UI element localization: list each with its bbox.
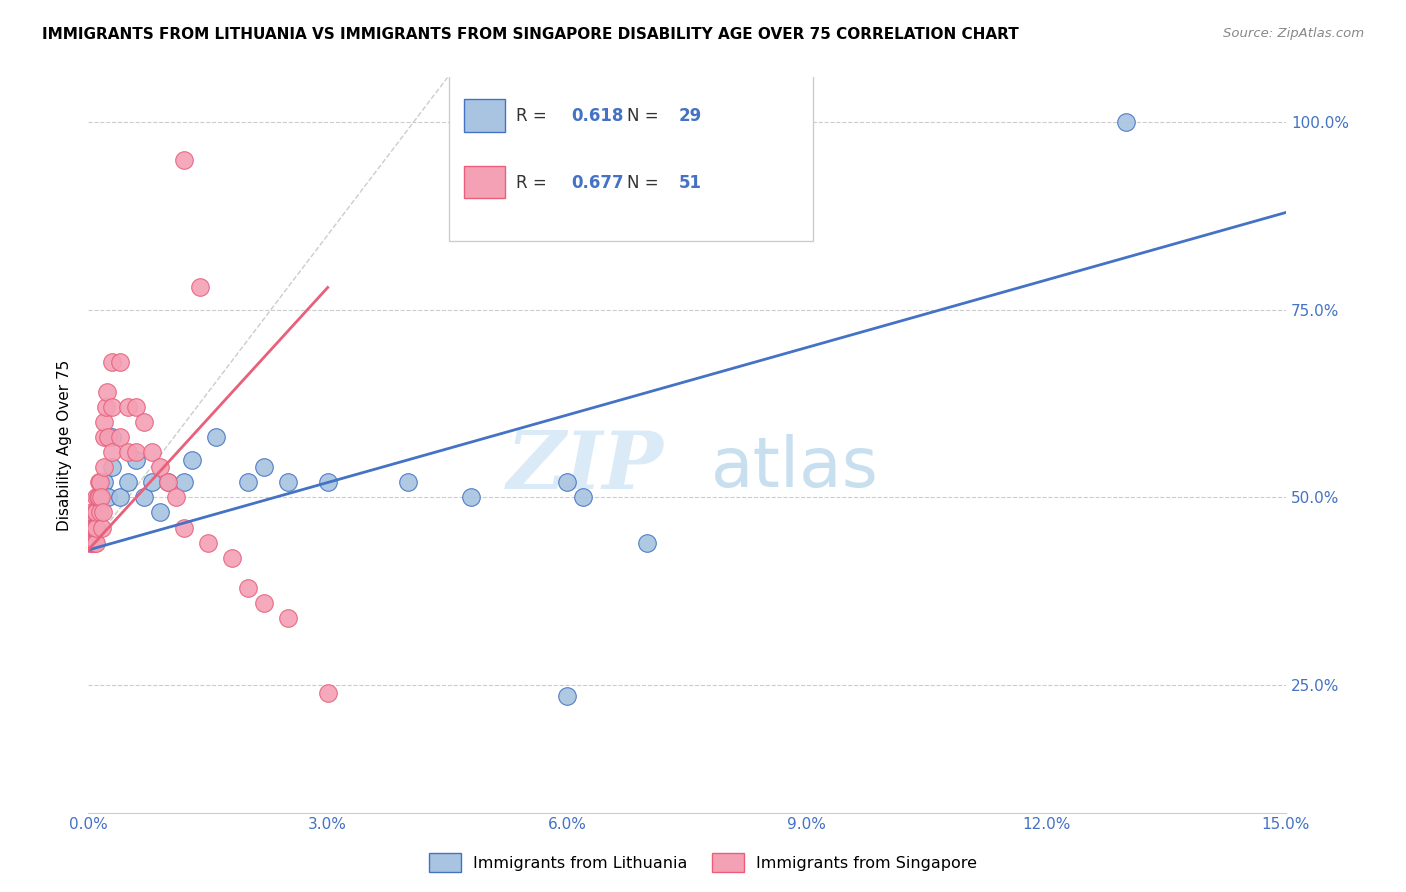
Point (101, 430, 124, 444)
Point (181, 453, 204, 467)
Point (125, 401, 148, 415)
Point (89, 491, 111, 505)
Point (84, 506, 107, 520)
Point (555, 475, 578, 490)
Point (316, 685, 339, 699)
Point (460, 491, 482, 505)
Point (117, 475, 139, 490)
Text: Source: ZipAtlas.com: Source: ZipAtlas.com (1223, 27, 1364, 40)
Point (87, 491, 110, 505)
Text: atlas: atlas (711, 434, 879, 500)
Point (82, 535, 104, 549)
Point (84, 506, 107, 520)
Point (253, 595, 276, 609)
Point (555, 690, 578, 704)
Text: 29: 29 (679, 107, 702, 126)
Text: ZIP: ZIP (506, 428, 664, 506)
Point (277, 610, 299, 624)
Point (117, 401, 139, 415)
Point (93, 416, 115, 430)
Point (156, 475, 179, 490)
Point (101, 460, 124, 475)
Point (84, 520, 107, 534)
Point (572, 491, 595, 505)
Point (93, 475, 115, 490)
Text: N =: N = (627, 174, 664, 192)
Point (83, 520, 105, 534)
Point (636, 535, 658, 549)
Text: N =: N = (627, 107, 664, 126)
Point (173, 475, 195, 490)
Point (132, 491, 155, 505)
Point (1115, 115, 1137, 129)
Point (117, 445, 139, 459)
Point (90, 520, 112, 534)
Point (96, 385, 118, 400)
Text: IMMIGRANTS FROM LITHUANIA VS IMMIGRANTS FROM SINGAPORE DISABILITY AGE OVER 75 CO: IMMIGRANTS FROM LITHUANIA VS IMMIGRANTS … (42, 27, 1019, 42)
Point (173, 520, 195, 534)
Point (132, 416, 155, 430)
FancyBboxPatch shape (464, 166, 505, 198)
Point (84, 535, 107, 549)
Point (141, 475, 163, 490)
Point (101, 355, 124, 369)
Point (149, 506, 172, 520)
Point (84, 506, 107, 520)
Text: R =: R = (516, 107, 551, 126)
Point (396, 475, 419, 490)
FancyBboxPatch shape (449, 65, 813, 241)
Point (80, 535, 103, 549)
Point (97, 430, 120, 444)
Y-axis label: Disability Age Over 75: Disability Age Over 75 (58, 359, 72, 531)
Point (236, 475, 259, 490)
Point (82, 520, 104, 534)
Point (316, 475, 339, 490)
Point (82, 506, 104, 520)
Point (91, 506, 114, 520)
Point (93, 430, 115, 444)
Point (83, 520, 105, 534)
Point (108, 355, 131, 369)
Point (188, 280, 211, 294)
Point (94, 401, 117, 415)
Point (173, 153, 195, 167)
Point (79, 535, 101, 549)
Text: 0.677: 0.677 (571, 174, 623, 192)
Point (125, 445, 148, 459)
Point (90, 491, 112, 505)
Text: 0.618: 0.618 (571, 107, 623, 126)
Point (277, 475, 299, 490)
Point (82, 535, 104, 549)
Point (236, 581, 259, 595)
Point (93, 460, 115, 475)
Point (101, 445, 124, 459)
Point (84, 520, 107, 534)
Point (84, 491, 107, 505)
Point (253, 460, 276, 475)
Point (97, 491, 120, 505)
Point (205, 430, 228, 444)
Point (101, 401, 124, 415)
Point (108, 491, 131, 505)
FancyBboxPatch shape (464, 100, 505, 132)
Point (165, 491, 187, 505)
Point (156, 475, 179, 490)
Point (221, 550, 243, 565)
Point (149, 460, 172, 475)
Point (83, 535, 105, 549)
Point (125, 453, 148, 467)
Point (89, 491, 111, 505)
Point (89, 506, 111, 520)
Point (79, 520, 101, 534)
Legend: Immigrants from Lithuania, Immigrants from Singapore: Immigrants from Lithuania, Immigrants fr… (420, 845, 986, 880)
Point (108, 430, 131, 444)
Point (89, 475, 111, 490)
Text: R =: R = (516, 174, 551, 192)
Point (141, 445, 163, 459)
Text: 51: 51 (679, 174, 702, 192)
Point (87, 475, 110, 490)
Point (197, 535, 219, 549)
